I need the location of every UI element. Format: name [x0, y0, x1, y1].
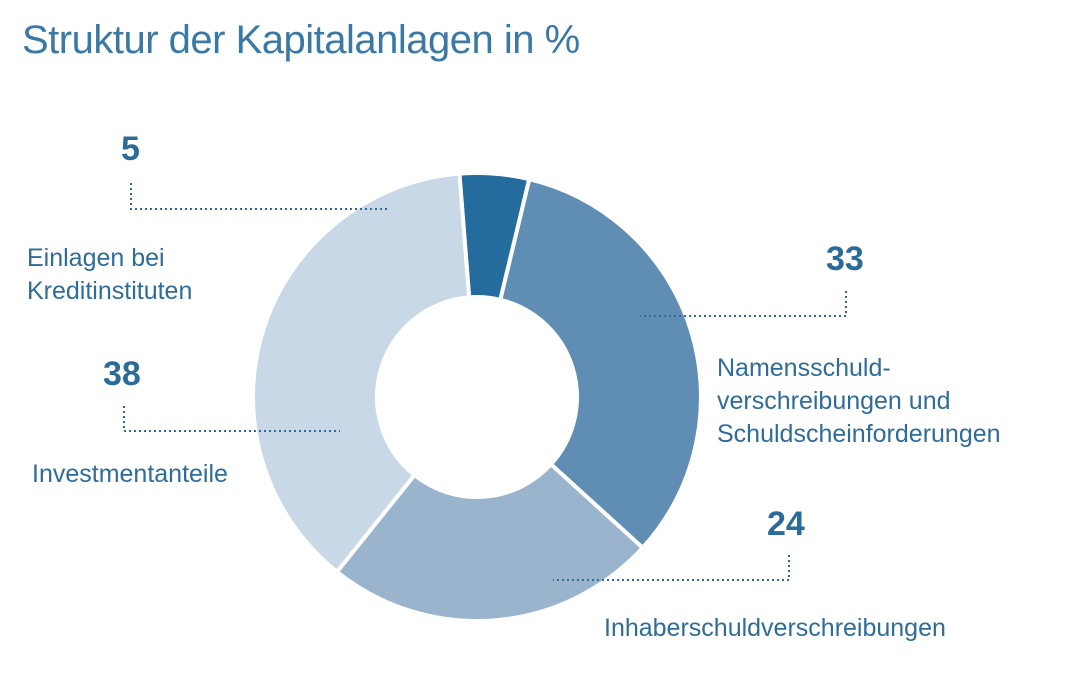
category-label-inhaber: Inhaberschuldverschreibungen: [604, 612, 946, 645]
category-label-line: Investmentanteile: [32, 460, 228, 488]
category-label-line: Namensschuld-: [717, 354, 891, 382]
leader-line-namensschuld: [640, 291, 847, 317]
chart-title: Struktur der Kapitalanlagen in %: [22, 18, 580, 62]
value-label-namensschuld: 33: [826, 240, 864, 278]
donut-slice-inhaber: [334, 461, 646, 623]
category-label-line: Kreditinstituten: [27, 277, 193, 305]
leader-lines: [123, 183, 847, 581]
category-label-line: Schuldscheinforderungen: [717, 420, 1001, 448]
category-label-line: Inhaberschuldverschreibungen: [604, 614, 946, 642]
donut-slices: [251, 171, 703, 623]
value-label-einlagen: 5: [121, 130, 140, 168]
category-label-investment: Investmentanteile: [32, 458, 228, 491]
donut-slice-investment: [251, 171, 472, 575]
category-label-line: verschreibungen und: [717, 387, 951, 415]
value-label-investment: 38: [103, 355, 141, 393]
category-label-line: Einlagen bei: [27, 244, 165, 272]
category-label-einlagen: Einlagen bei Kreditinstituten: [27, 242, 192, 308]
leader-line-einlagen: [130, 183, 388, 210]
category-label-namensschuld: Namensschuld- verschreibungen und Schuld…: [717, 352, 1001, 451]
leader-line-investment: [123, 406, 340, 432]
donut-slice-namensschuld: [497, 176, 703, 551]
leader-line-inhaber: [553, 555, 790, 581]
value-label-inhaber: 24: [767, 505, 805, 543]
